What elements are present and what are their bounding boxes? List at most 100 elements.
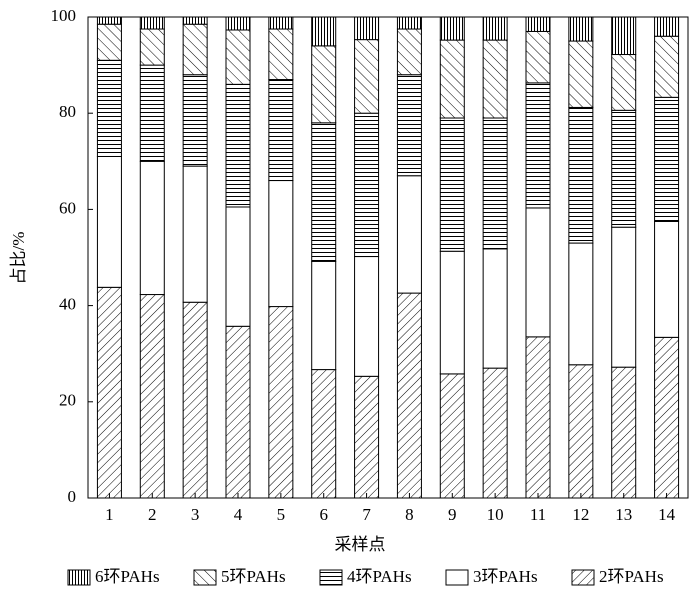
y-tick-label: 60 [59,198,76,217]
bar-segment [139,64,165,162]
bar-segment [354,375,380,499]
x-tick-label: 14 [658,505,676,524]
x-tick-label: 9 [448,505,457,524]
bar-segment [568,40,594,108]
y-tick-label: 80 [59,102,76,121]
legend-swatch [67,569,91,586]
bar-segment [439,16,465,41]
bar-segment [525,336,551,499]
legend-label: 3环PAHs [473,567,538,586]
bar-segment [482,16,508,41]
x-tick-label: 6 [319,505,328,524]
bar-segment [396,292,422,499]
bar-segment [96,16,122,25]
bar-segment [311,45,337,124]
legend-swatch [193,569,217,586]
bar-segment [182,74,208,167]
x-tick-label: 7 [362,505,371,524]
bar-segment [268,306,294,499]
bar-segment [654,336,680,499]
x-tick-label: 2 [148,505,157,524]
bar-segment [568,16,594,42]
bar-segment [611,109,637,228]
bar-segment [268,28,294,81]
bar-segment [311,260,337,371]
bar-segment [439,250,465,375]
bar-segment [139,294,165,499]
bar-segment [482,117,508,250]
bar-segment [568,242,594,366]
y-tick-label: 0 [68,487,77,506]
legend-label: 2环PAHs [599,567,664,586]
bar-segment [354,39,380,114]
x-tick-label: 8 [405,505,414,524]
bar-segment [525,30,551,84]
bar-segment [396,16,422,30]
bar-segment [396,175,422,294]
y-tick-label: 40 [59,295,76,314]
x-tick-label: 5 [277,505,286,524]
bar-segment [182,165,208,303]
bar-segment [439,39,465,119]
legend-label: 5环PAHs [221,567,286,586]
legend-swatch [571,569,595,586]
bar-segment [225,325,251,499]
bar-segment [482,248,508,369]
bar-segment [396,28,422,76]
x-tick-label: 12 [572,505,589,524]
bar-segment [182,301,208,499]
bar-segment [611,54,637,111]
bar-segment [568,364,594,499]
bar-segment [311,122,337,262]
x-axis-label: 采样点 [335,535,386,554]
y-axis-label: 占比/% [9,232,28,285]
bar-segment [225,206,251,327]
bar-segment [354,16,380,41]
bar-segment [139,160,165,296]
bar-segment [182,23,208,76]
y-tick-label: 100 [51,6,77,25]
bar-segment [611,226,637,368]
x-tick-label: 1 [105,505,114,524]
bar-segment [611,16,637,56]
bar-segment [225,29,251,85]
bar-segment [525,207,551,338]
bar-segment [182,16,208,25]
x-tick-label: 11 [530,505,546,524]
bar-segment [568,106,594,244]
bar-segment [654,35,680,98]
bar-segment [396,74,422,177]
bar-segment [139,16,165,30]
x-tick-label: 3 [191,505,200,524]
x-tick-label: 13 [615,505,632,524]
bar-segment [311,16,337,47]
bar-segment [525,82,551,209]
bar-segment [96,286,122,499]
bar-segment [354,112,380,258]
bar-segment [611,366,637,499]
bar-segment [525,16,551,32]
bar-segment [482,39,508,119]
bar-segment [139,28,165,66]
bar-segment [268,180,294,308]
bar-segment [268,16,294,30]
legend-swatch [445,569,469,586]
x-tick-label: 4 [234,505,243,524]
bar-segment [311,369,337,499]
bar-segment [439,117,465,252]
bar-segment [439,373,465,499]
bar-segment [268,79,294,182]
bar-segment [654,220,680,338]
bar-segment [482,367,508,499]
bar-segment [96,23,122,61]
bar-segment [225,16,251,31]
bar-segment [96,155,122,288]
legend-swatch [319,569,343,586]
y-tick-label: 20 [59,391,76,410]
x-tick-label: 10 [487,505,504,524]
bar-segment [354,256,380,377]
bar-segment [96,59,122,157]
bar-segment [654,16,680,37]
legend-label: 6环PAHs [95,567,160,586]
